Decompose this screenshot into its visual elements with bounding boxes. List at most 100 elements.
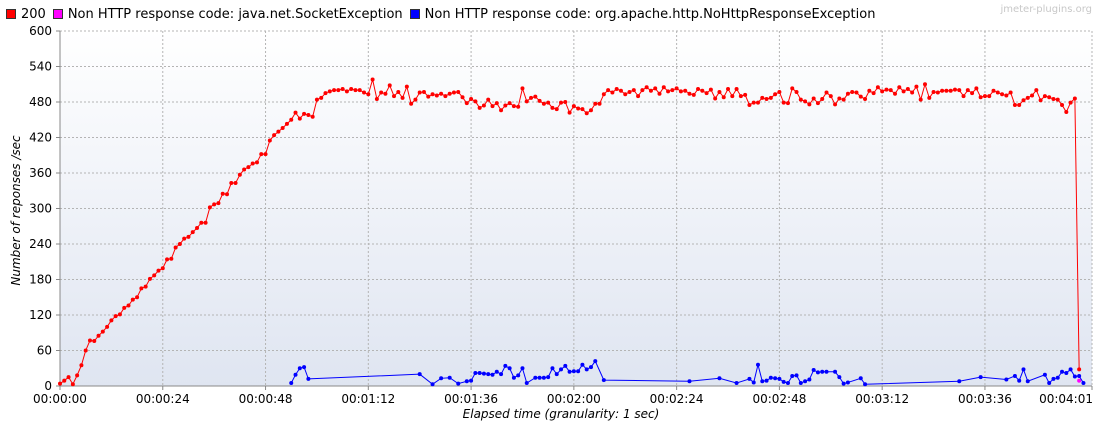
data-point — [143, 284, 148, 289]
data-point — [640, 88, 645, 93]
data-point — [790, 373, 795, 378]
data-point — [344, 89, 349, 94]
data-point — [760, 95, 765, 100]
data-point — [773, 376, 778, 381]
x-axis-label: Elapsed time (granularity: 1 sec) — [463, 407, 660, 421]
data-point — [254, 160, 259, 165]
data-point — [1021, 98, 1026, 103]
legend-label-200: 200 — [21, 6, 46, 22]
data-point — [893, 91, 898, 96]
data-point — [117, 312, 122, 317]
data-point — [1042, 372, 1047, 377]
data-point — [747, 376, 752, 381]
data-point — [1034, 88, 1039, 93]
data-point — [96, 333, 101, 338]
y-tick-label: 540 — [29, 60, 52, 74]
data-point — [75, 373, 80, 378]
data-point — [186, 234, 191, 239]
data-point — [456, 381, 461, 386]
data-point — [533, 94, 538, 99]
data-point — [910, 90, 915, 95]
data-point — [220, 191, 225, 196]
data-point — [781, 379, 786, 384]
data-point — [413, 97, 418, 102]
data-point — [845, 91, 850, 96]
data-point — [691, 92, 696, 97]
data-point — [203, 220, 208, 225]
data-point — [173, 245, 178, 250]
series-no-http-response — [289, 359, 1086, 387]
data-point — [507, 366, 512, 371]
data-point — [122, 305, 127, 310]
data-point — [499, 108, 504, 113]
x-tick-label: 00:04:01 — [1039, 392, 1093, 406]
data-point — [734, 86, 739, 91]
data-point — [353, 88, 358, 93]
data-point — [327, 89, 332, 94]
data-point — [225, 192, 229, 197]
data-point — [400, 95, 405, 100]
data-point — [302, 365, 307, 370]
data-point — [503, 363, 508, 368]
data-point — [520, 366, 525, 371]
data-point — [165, 257, 170, 262]
data-point — [708, 87, 713, 92]
data-point — [477, 370, 482, 375]
data-point — [721, 95, 726, 100]
data-point — [687, 91, 692, 96]
data-point — [297, 116, 302, 121]
data-point — [1042, 94, 1047, 99]
data-point — [554, 372, 559, 377]
data-point — [481, 103, 486, 108]
data-point — [567, 369, 572, 374]
x-tick-label: 00:03:12 — [855, 392, 909, 406]
data-point — [734, 381, 739, 386]
data-point — [768, 95, 773, 100]
data-point — [952, 87, 957, 92]
y-axis-ticks: 0 60 120 180 240 300 360 420 480 540 600 — [29, 24, 60, 393]
data-point — [83, 348, 88, 353]
data-point — [764, 378, 769, 383]
data-point — [824, 369, 829, 374]
data-point — [588, 365, 593, 370]
data-point — [147, 276, 152, 281]
data-point — [601, 378, 606, 383]
data-point — [293, 372, 298, 377]
data-point — [139, 286, 144, 291]
data-point — [584, 367, 589, 372]
data-point — [533, 375, 538, 380]
data-point — [653, 86, 658, 91]
data-point — [584, 111, 589, 116]
data-point — [439, 376, 444, 381]
data-point — [923, 82, 927, 87]
data-point — [1004, 377, 1009, 382]
y-tick-label: 480 — [29, 95, 52, 109]
data-point — [349, 86, 354, 91]
data-point — [687, 379, 692, 384]
y-tick-label: 120 — [29, 308, 52, 322]
data-point — [190, 230, 195, 235]
data-point — [777, 376, 782, 381]
data-point — [588, 108, 593, 113]
data-point — [1068, 367, 1073, 372]
data-point — [820, 97, 825, 102]
data-point — [135, 295, 140, 300]
data-point — [392, 94, 397, 99]
y-axis-label: Number of reponses /sec — [9, 135, 23, 286]
data-point — [743, 92, 748, 97]
legend-label-socket-exception: Non HTTP response code: java.net.SocketE… — [67, 6, 403, 22]
data-point — [486, 97, 491, 102]
data-point — [469, 378, 474, 383]
data-point — [1030, 93, 1035, 98]
data-point — [340, 86, 345, 91]
data-point — [460, 95, 465, 100]
data-point — [473, 99, 478, 104]
data-point — [263, 152, 268, 157]
data-point — [571, 369, 576, 374]
data-point — [837, 375, 842, 380]
y-tick-label: 60 — [37, 344, 52, 358]
data-point — [62, 378, 67, 383]
data-point — [152, 273, 157, 278]
data-point — [828, 94, 833, 99]
data-point — [105, 324, 110, 329]
